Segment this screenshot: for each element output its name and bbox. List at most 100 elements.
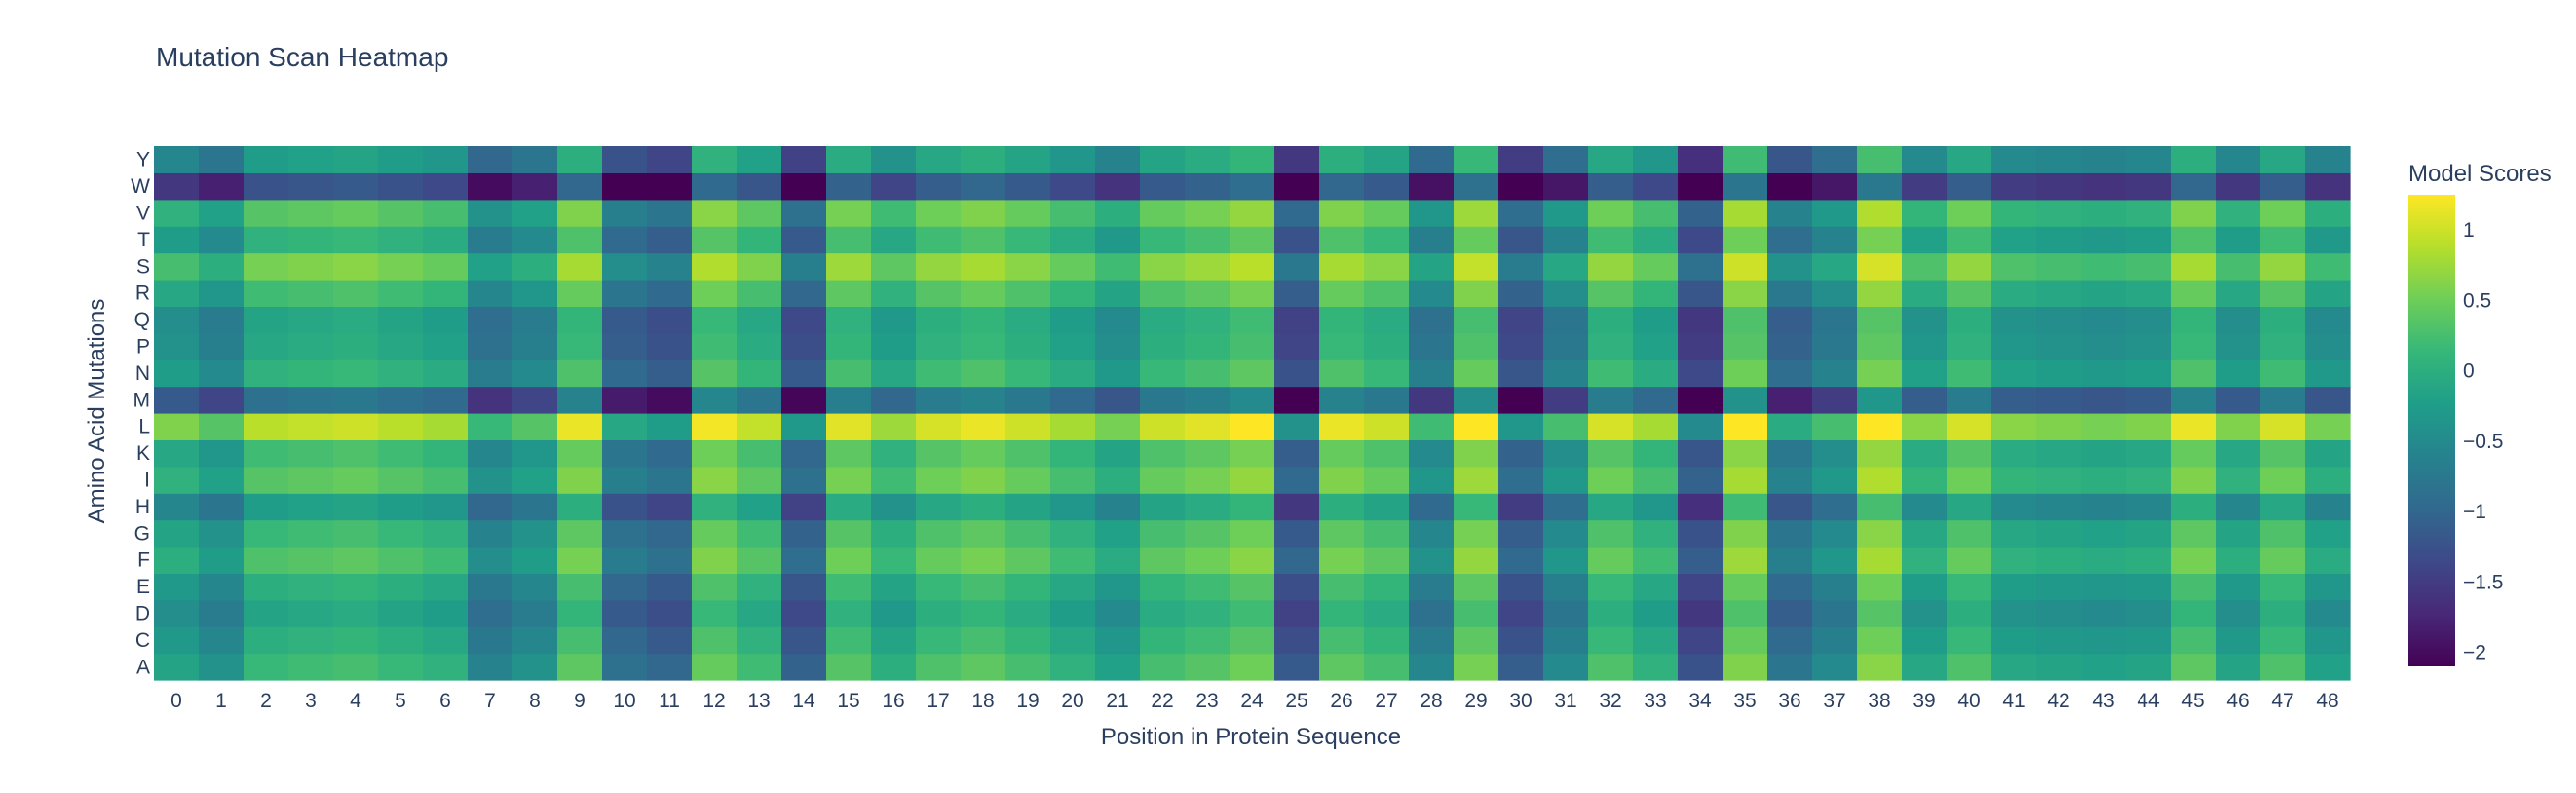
heatmap-cell	[1857, 172, 1903, 201]
heatmap-cell	[871, 386, 917, 414]
heatmap-cell	[1095, 386, 1141, 414]
heatmap-cell	[1050, 466, 1096, 494]
heatmap-cell	[1274, 359, 1320, 388]
heatmap-cell	[602, 172, 648, 201]
y-tick-label: H	[135, 496, 150, 518]
heatmap-cell	[1543, 386, 1589, 414]
heatmap-cell	[1454, 280, 1499, 307]
heatmap-cell	[1947, 653, 1992, 681]
heatmap-cell	[647, 146, 693, 173]
heatmap-cell	[602, 573, 648, 601]
heatmap-cell	[557, 332, 603, 360]
heatmap-cell	[1185, 306, 1231, 334]
heatmap-cell	[333, 439, 379, 468]
heatmap-cell	[423, 599, 469, 627]
heatmap-cell	[244, 599, 289, 627]
heatmap-cell	[1723, 226, 1768, 254]
heatmap-cell	[871, 626, 917, 655]
heatmap-cell	[1454, 573, 1499, 601]
heatmap-cell	[1140, 626, 1186, 655]
x-tick-label: 39	[1913, 690, 1935, 712]
heatmap-cell	[737, 386, 782, 414]
heatmap-cell	[1812, 359, 1858, 388]
heatmap-cell	[1140, 653, 1186, 681]
heatmap-cell	[1812, 573, 1858, 601]
heatmap-cell	[557, 466, 603, 494]
heatmap-cell	[1633, 413, 1679, 440]
heatmap-cell	[2305, 359, 2351, 388]
heatmap-cell	[1991, 519, 2037, 548]
heatmap-cell	[512, 599, 558, 627]
heatmap-cell	[468, 172, 513, 201]
heatmap-cell	[1274, 466, 1320, 494]
heatmap-cell	[602, 280, 648, 307]
heatmap-cell	[154, 653, 200, 681]
heatmap-cell	[1767, 172, 1813, 201]
heatmap-cell	[781, 599, 827, 627]
heatmap-cell	[1767, 199, 1813, 227]
x-tick-label: 43	[2092, 690, 2114, 712]
heatmap-cell	[2260, 226, 2306, 254]
heatmap-cell	[1095, 146, 1141, 173]
heatmap-cell	[2081, 466, 2127, 494]
heatmap-cell	[871, 599, 917, 627]
heatmap-cell	[1991, 146, 2037, 173]
heatmap-cell	[1364, 547, 1410, 574]
heatmap-cell	[1633, 439, 1679, 468]
heatmap-cell	[1005, 306, 1051, 334]
heatmap-cell	[1633, 626, 1679, 655]
heatmap-cell	[826, 359, 872, 388]
heatmap-cell	[1812, 199, 1858, 227]
heatmap-cell	[2081, 306, 2127, 334]
heatmap-cell	[244, 199, 289, 227]
x-tick-label: 2	[260, 690, 272, 712]
heatmap-cell	[871, 439, 917, 468]
heatmap-cell	[871, 573, 917, 601]
heatmap-cell	[1678, 306, 1724, 334]
heatmap-cell	[1588, 306, 1634, 334]
heatmap-cell	[961, 519, 1006, 548]
heatmap-cell	[2305, 332, 2351, 360]
heatmap-cell	[557, 280, 603, 307]
heatmap-cell	[2126, 439, 2172, 468]
heatmap-cell	[1274, 653, 1320, 681]
heatmap-cell	[1543, 306, 1589, 334]
heatmap-cell	[1140, 306, 1186, 334]
heatmap-cell	[1678, 599, 1724, 627]
heatmap-cell	[961, 280, 1006, 307]
heatmap-cell	[333, 252, 379, 281]
heatmap-cell	[1633, 493, 1679, 521]
heatmap-cell	[1095, 172, 1141, 201]
heatmap-cell	[1454, 626, 1499, 655]
heatmap-cell	[1454, 146, 1499, 173]
heatmap-cell	[1498, 439, 1544, 468]
heatmap-cell	[2036, 386, 2082, 414]
heatmap-cell	[1409, 626, 1455, 655]
heatmap-cell	[512, 653, 558, 681]
heatmap-cell	[378, 413, 424, 440]
heatmap-cell	[781, 413, 827, 440]
heatmap-cell	[1005, 332, 1051, 360]
heatmap-cell	[737, 493, 782, 521]
heatmap-cell	[1095, 547, 1141, 574]
x-tick-label: 16	[882, 690, 904, 712]
heatmap-cell	[2305, 199, 2351, 227]
heatmap-cell	[2305, 573, 2351, 601]
heatmap-cell	[826, 547, 872, 574]
heatmap-cell	[288, 626, 334, 655]
heatmap-cell	[1857, 547, 1903, 574]
colorbar-tick-label: −2	[2463, 642, 2486, 664]
heatmap-cell	[2171, 280, 2216, 307]
heatmap-cell	[1230, 626, 1275, 655]
heatmap-cell	[781, 386, 827, 414]
heatmap-cell	[1947, 252, 1992, 281]
heatmap-cell	[1095, 519, 1141, 548]
heatmap-cell	[1723, 306, 1768, 334]
heatmap-cell	[423, 332, 469, 360]
heatmap-cell	[2260, 466, 2306, 494]
heatmap-cell	[602, 252, 648, 281]
heatmap-cell	[378, 172, 424, 201]
heatmap-cell	[2260, 172, 2306, 201]
heatmap-cell	[244, 226, 289, 254]
heatmap-cell	[737, 626, 782, 655]
